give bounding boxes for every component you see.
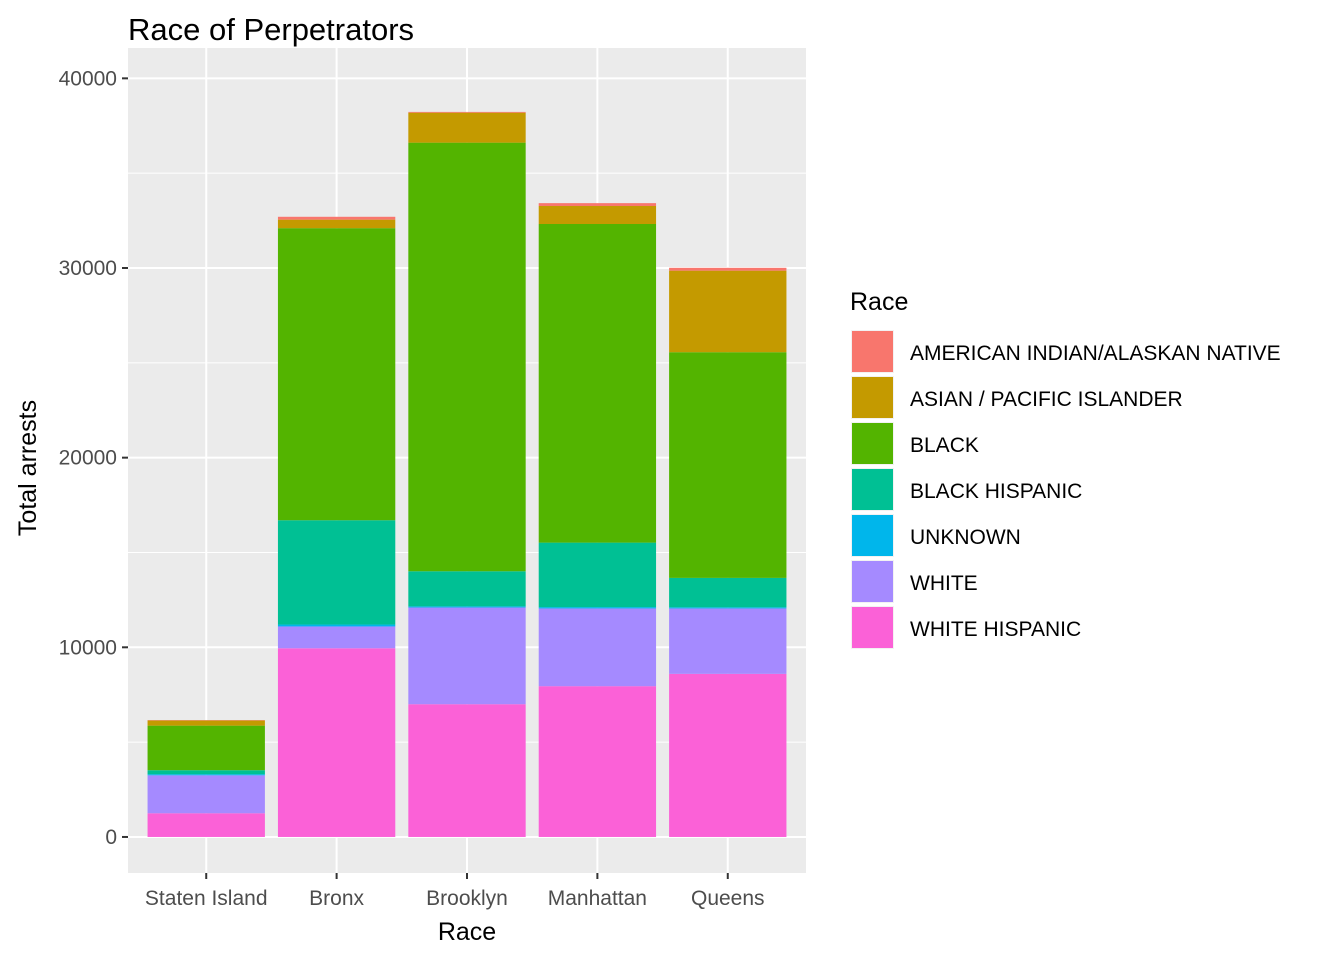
bar-segment-asian-pacific-islander bbox=[277, 219, 396, 229]
legend-item-white-hispanic: WHITE HISPANIC bbox=[851, 606, 1081, 649]
bar-segment-american-indian-alaskan-native bbox=[408, 111, 526, 113]
y-axis-title: Total arrests bbox=[14, 400, 42, 536]
bar-segment-asian-pacific-islander bbox=[408, 112, 526, 143]
bar-segment-black bbox=[669, 352, 787, 578]
bar-segment-white-hispanic bbox=[669, 673, 787, 837]
bar-segment-unknown bbox=[408, 606, 526, 608]
y-tick-label: 10000 bbox=[59, 636, 117, 659]
bar-segment-asian-pacific-islander bbox=[147, 720, 265, 726]
bar-stacks bbox=[147, 111, 787, 837]
legend-swatch bbox=[852, 469, 893, 510]
bar-segment-black-hispanic bbox=[408, 571, 526, 607]
bar-segment-black bbox=[408, 142, 526, 572]
bar-segment-white-hispanic bbox=[147, 813, 265, 837]
bar-segment-white-hispanic bbox=[408, 704, 526, 837]
y-tick-label: 0 bbox=[105, 826, 117, 849]
x-axis-title: Race bbox=[438, 918, 496, 946]
bar-segment-american-indian-alaskan-native bbox=[669, 267, 787, 271]
legend-item-white: WHITE bbox=[851, 560, 978, 603]
bar-segment-american-indian-alaskan-native bbox=[538, 203, 657, 206]
legend-label: BLACK HISPANIC bbox=[910, 480, 1082, 503]
y-tick-label: 40000 bbox=[59, 67, 117, 90]
bar-segment-white bbox=[538, 608, 657, 687]
legend: Race AMERICAN INDIAN/ALASKAN NATIVE ASIAN… bbox=[850, 288, 1281, 649]
bar-segment-white bbox=[277, 626, 396, 649]
bar-segment-black bbox=[538, 224, 657, 543]
legend-swatch bbox=[852, 561, 893, 602]
legend-item-asian-pacific-islander: ASIAN / PACIFIC ISLANDER bbox=[851, 376, 1183, 419]
legend-label: UNKNOWN bbox=[910, 526, 1021, 549]
legend-swatch bbox=[852, 377, 893, 418]
legend-swatch bbox=[852, 515, 893, 556]
x-tick-label: Manhattan bbox=[548, 887, 647, 910]
x-tick-label: Queens bbox=[691, 887, 765, 910]
y-tick-label: 30000 bbox=[59, 257, 117, 280]
legend-label: WHITE HISPANIC bbox=[910, 618, 1081, 641]
bar-segment-white bbox=[669, 608, 787, 674]
bar-segment-white bbox=[147, 775, 265, 814]
bar-segment-black bbox=[277, 228, 396, 521]
legend-label: WHITE bbox=[910, 572, 978, 595]
legend-label: ASIAN / PACIFIC ISLANDER bbox=[910, 388, 1183, 411]
legend-label: AMERICAN INDIAN/ALASKAN NATIVE bbox=[910, 342, 1281, 365]
bar-segment-black-hispanic bbox=[669, 577, 787, 608]
bar-segment-asian-pacific-islander bbox=[669, 270, 787, 353]
y-axis: 0 10000 20000 30000 40000 bbox=[59, 67, 128, 849]
bar-segment-black-hispanic bbox=[147, 770, 265, 775]
legend-label: BLACK bbox=[910, 434, 979, 457]
legend-item-black: BLACK bbox=[851, 422, 979, 465]
legend-swatch bbox=[852, 607, 893, 648]
bar-segment-asian-pacific-islander bbox=[538, 205, 657, 224]
legend-item-black-hispanic: BLACK HISPANIC bbox=[851, 468, 1082, 511]
x-tick-label: Staten Island bbox=[145, 887, 268, 910]
chart-title: Race of Perpetrators bbox=[128, 12, 414, 47]
x-tick-label: Bronx bbox=[309, 887, 364, 910]
y-tick-label: 20000 bbox=[59, 447, 117, 470]
bar-segment-american-indian-alaskan-native bbox=[277, 216, 396, 220]
bar-segment-white-hispanic bbox=[538, 686, 657, 837]
legend-item-unknown: UNKNOWN bbox=[851, 514, 1021, 557]
bar-segment-white-hispanic bbox=[277, 648, 396, 837]
legend-item-american-indian-alaskan-native: AMERICAN INDIAN/ALASKAN NATIVE bbox=[851, 330, 1281, 373]
bar-segment-black bbox=[147, 725, 265, 771]
legend-swatch bbox=[852, 423, 893, 464]
legend-title: Race bbox=[850, 288, 908, 316]
bar-segment-unknown bbox=[147, 774, 265, 776]
bar-segment-white bbox=[408, 607, 526, 705]
legend-swatch bbox=[852, 331, 893, 372]
bar-segment-unknown bbox=[538, 607, 657, 609]
bar-segment-black-hispanic bbox=[538, 542, 657, 608]
bar-segment-unknown bbox=[277, 624, 396, 627]
bar-segment-unknown bbox=[669, 607, 787, 609]
x-tick-label: Brooklyn bbox=[426, 887, 508, 910]
x-axis: Staten Island Bronx Brooklyn Manhattan Queen… bbox=[145, 873, 765, 910]
bar-segment-black-hispanic bbox=[277, 520, 396, 625]
